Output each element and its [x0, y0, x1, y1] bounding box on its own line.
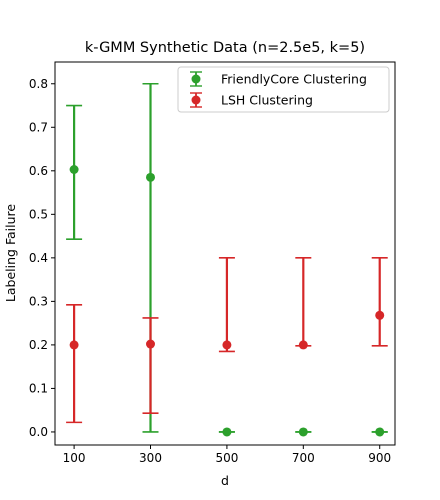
data-point [375, 310, 385, 320]
data-point [69, 340, 79, 350]
legend: FriendlyCore Clustering LSH Clustering [177, 66, 390, 113]
y-tick-label: 0.1 [29, 381, 48, 395]
data-point [146, 172, 156, 182]
x-axis-label: d [221, 473, 229, 488]
y-axis-label: Labeling Failure [3, 204, 18, 302]
y-tick-label: 0.2 [29, 338, 48, 352]
y-tick-label: 0.3 [29, 294, 48, 308]
x-tick-label: 900 [368, 451, 391, 465]
legend-marker [191, 74, 201, 84]
x-tick-label: 500 [215, 451, 238, 465]
x-tick-label: 100 [63, 451, 86, 465]
data-point [375, 427, 385, 437]
chart-title: k-GMM Synthetic Data (n=2.5e5, k=5) [85, 40, 365, 56]
legend-box [177, 66, 390, 113]
x-tick-label: 700 [292, 451, 315, 465]
legend-label: FriendlyCore Clustering [221, 72, 367, 87]
legend-entry: FriendlyCore Clustering [190, 71, 367, 87]
y-tick-label: 0.8 [29, 77, 48, 91]
legend-label: LSH Clustering [221, 93, 313, 108]
series-1 [66, 257, 388, 424]
data-point [298, 340, 308, 350]
data-point [222, 340, 232, 350]
y-tick-label: 0.6 [29, 164, 48, 178]
y-tick-label: 0.7 [29, 120, 48, 134]
data-point [69, 165, 79, 175]
data-point [298, 427, 308, 437]
x-axis-ticks: 100 300 500 700 900 [63, 445, 391, 465]
axes-frame [54, 61, 396, 446]
y-axis-ticks: 0.0 0.1 0.2 0.3 0.4 0.5 0.6 0.7 0.8 [29, 77, 55, 439]
x-tick-label: 300 [139, 451, 162, 465]
y-tick-label: 0.5 [29, 207, 48, 221]
data-point [222, 427, 232, 437]
y-tick-label: 0.0 [29, 425, 48, 439]
y-tick-label: 0.4 [29, 251, 48, 265]
plot-area [66, 82, 388, 437]
legend-marker [191, 95, 201, 105]
data-point [146, 339, 156, 349]
legend-entry: LSH Clustering [190, 92, 313, 108]
